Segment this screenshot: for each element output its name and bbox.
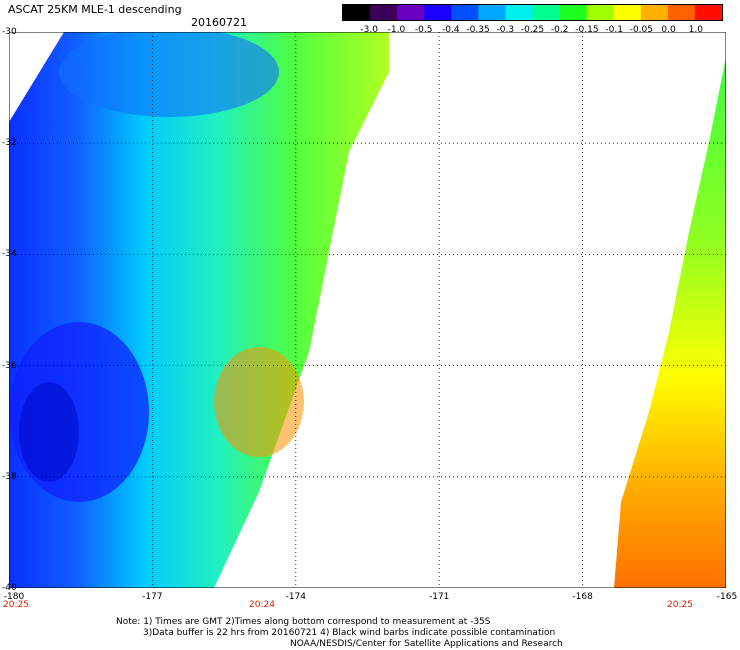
x-tick-label: -174 — [285, 592, 307, 602]
x-tick-label: -180 — [3, 592, 25, 602]
colorbar-label: -3.0 — [360, 25, 378, 35]
y-tick-label: -40 — [2, 583, 17, 593]
colorbar-label: -0.5 — [414, 25, 433, 35]
colorbar-cell — [343, 5, 371, 20]
colorbar-cell — [451, 5, 479, 20]
time-right: 20:25 — [667, 600, 693, 610]
y-tick-label: -34 — [2, 249, 17, 260]
time-middle: 20:24 — [249, 600, 275, 610]
x-tick-label: -171 — [428, 592, 450, 602]
grid-lines — [9, 32, 726, 588]
colorbar-cell — [640, 5, 669, 20]
high-value-region — [214, 347, 304, 457]
note-line-1: Note: 1) Times are GMT 2)Times along bot… — [116, 617, 491, 627]
time-left: 20:25 — [3, 600, 29, 610]
colorbar-cell — [667, 5, 696, 20]
colorbar-cell — [694, 5, 722, 20]
colorbar-cell — [613, 5, 642, 20]
chart-title: ASCAT 25KM MLE-1 descending — [8, 3, 182, 16]
map-plot — [9, 32, 726, 588]
y-tick-label: -30 — [2, 27, 17, 37]
y-tick-label: -38 — [2, 471, 17, 482]
colorbar-cell — [478, 5, 506, 20]
right-swath — [614, 57, 726, 588]
colorbar-cell — [586, 5, 615, 20]
colorbar-label: -0.25 — [520, 25, 545, 35]
colorbar-cell — [559, 5, 588, 20]
y-tick-label: -36 — [2, 360, 17, 371]
note-line-2: 3)Data buffer is 22 hrs from 20160721 4)… — [143, 628, 556, 638]
colorbar-label: 1.0 — [688, 25, 703, 35]
low-value-core — [19, 382, 79, 482]
colorbar-label: -1.0 — [387, 25, 406, 35]
colorbar-label: 0.0 — [661, 25, 676, 35]
colorbar-label: -0.2 — [550, 25, 569, 35]
colorbar-label: -0.1 — [605, 25, 623, 35]
colorbar-cell — [370, 5, 398, 20]
colorbar-cell — [397, 5, 425, 20]
x-tick-label: -168 — [572, 592, 593, 602]
x-tick-label: -177 — [142, 592, 163, 602]
chart-date: 20160721 — [191, 16, 247, 29]
y-tick-label: -32 — [2, 138, 17, 149]
colorbar-label: -0.15 — [575, 25, 599, 35]
colorbar-cell — [505, 5, 533, 20]
colorbar-label: -0.05 — [629, 25, 653, 35]
colorbar-label: -0.4 — [442, 25, 460, 35]
x-tick-label: -165 — [716, 592, 738, 602]
colorbar-label: -0.35 — [466, 25, 490, 35]
colorbar-cell — [424, 5, 452, 20]
colorbar-cell — [532, 5, 561, 20]
note-line-3: NOAA/NESDIS/Center for Satellite Applica… — [290, 639, 563, 649]
colorbar-label: -0.3 — [496, 25, 515, 35]
colorbar — [342, 4, 723, 21]
upper-blue-region — [59, 32, 279, 117]
